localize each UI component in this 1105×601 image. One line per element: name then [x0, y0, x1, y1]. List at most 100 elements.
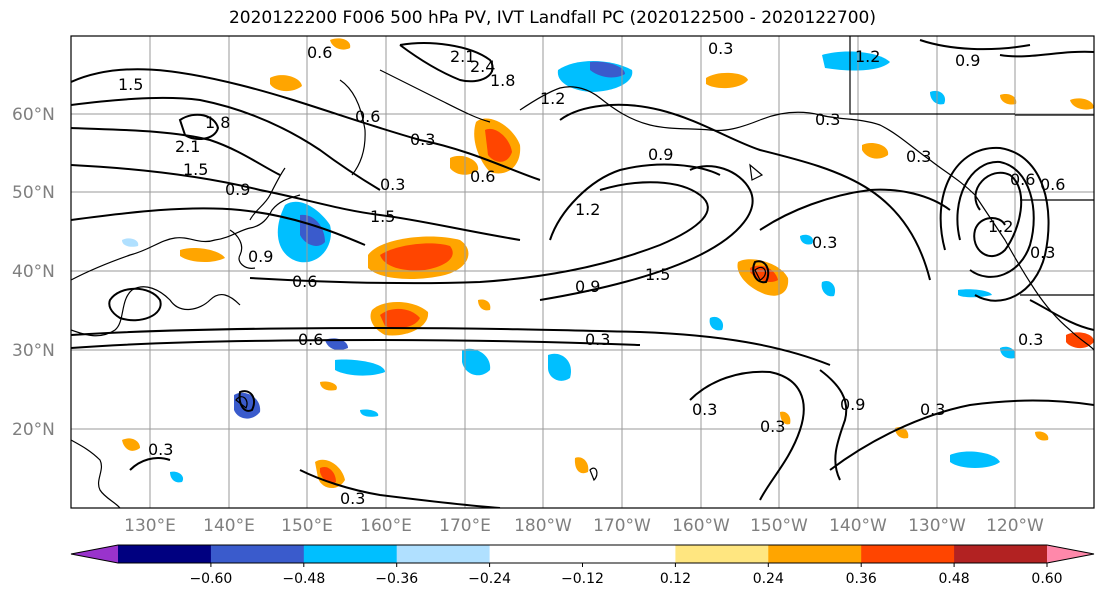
colorbar-bin [489, 545, 583, 563]
pos-anomaly-sm-8 [1070, 98, 1094, 110]
colorbar-tick-label: −0.48 [282, 571, 325, 587]
colorbar-under-extension [71, 545, 118, 563]
contour-label: 0.3 [1018, 330, 1043, 349]
neg-anomaly-subtropic-3 [548, 353, 571, 381]
contour-label: 1.5 [118, 75, 143, 94]
longitude-labels: 130°E 140°E 150°E 160°E 170°E 180°W 170°… [124, 516, 1044, 536]
contour-label: 0.3 [380, 175, 405, 194]
contour-label: 1.5 [645, 265, 670, 284]
contour-label: 0.9 [575, 277, 600, 296]
colorbar-ticks: −0.60 −0.48 −0.36 −0.24 −0.12 0.12 0.24 0.36 0.4… [189, 563, 1063, 587]
lon-label: 120°W [986, 516, 1044, 536]
latitude-labels: 60°N 50°N 40°N 30°N 20°N [12, 105, 55, 440]
pos-anomaly-north-core [485, 128, 512, 162]
lon-label: 160°W [672, 516, 730, 536]
pos-anomaly-sm-2 [1000, 94, 1017, 105]
neg-anomaly-small-7 [122, 238, 139, 247]
pos-anomaly-north-2 [450, 155, 479, 175]
lat-label: 40°N [12, 262, 55, 282]
contour-label: 0.9 [955, 51, 980, 70]
colorbar-bin [118, 545, 212, 563]
contour-label: 0.9 [225, 180, 250, 199]
pos-anomaly-ctr-core [380, 308, 420, 328]
pos-anomaly-sm-4 [1035, 431, 1049, 441]
contour-label: 1.2 [855, 47, 880, 66]
neg-anomaly-small-2 [709, 316, 724, 331]
colorbar-tick-label: 0.60 [1031, 571, 1062, 587]
contour-label: 1.8 [490, 71, 515, 90]
pv-contours [71, 39, 1094, 508]
colorbar-outline [70, 544, 1095, 564]
colorbar-bins [118, 545, 1048, 563]
contour-label: 1.5 [370, 207, 395, 226]
contour-label: 0.3 [708, 39, 733, 58]
neg-anomaly-small-1 [800, 234, 814, 245]
pos-anomaly-goa-core [750, 265, 778, 283]
contour-label: 0.3 [585, 330, 610, 349]
contour-label: 0.9 [248, 247, 273, 266]
pos-anomaly-bc [862, 143, 889, 159]
figure-title: 2020122200 F006 500 hPa PV, IVT Landfall… [228, 8, 876, 28]
lon-label: 130°E [124, 516, 176, 536]
pos-anomaly-kam [270, 75, 302, 92]
colorbar-over-extension [1047, 545, 1094, 563]
pos-anomaly-sm-6 [320, 381, 337, 391]
contour-label: 0.9 [840, 395, 865, 414]
contour-label: 1.2 [540, 89, 565, 108]
contour-label: 0.3 [815, 110, 840, 129]
colorbar-tick-label: 0.12 [660, 571, 691, 587]
contour-label: 0.6 [1010, 170, 1035, 189]
contour-label: 1.5 [183, 160, 208, 179]
colorbar-tick-label: 0.48 [939, 571, 970, 587]
contour-label: 0.6 [470, 167, 495, 186]
colorbar-bin [861, 545, 955, 563]
colorbar-bin [675, 545, 769, 563]
neg-anomaly-subtropic-5 [950, 451, 1000, 468]
pos-anomaly-sub-2 [122, 438, 140, 451]
colorbar-bin [582, 545, 676, 563]
colorbar-bin [303, 545, 398, 563]
colorbar-tick-label: −0.24 [468, 571, 511, 587]
colorbar-tick-label: −0.36 [375, 571, 418, 587]
contour-label: 0.6 [298, 330, 323, 349]
neg-anomaly-small-10 [360, 409, 379, 417]
contour-label: 0.6 [355, 107, 380, 126]
contour-label: 0.3 [340, 489, 365, 508]
contour-label: 0.3 [920, 400, 945, 419]
lon-label: 150°W [750, 516, 808, 536]
neg-anomaly-small-4 [958, 289, 992, 298]
lon-label: 140°E [203, 516, 255, 536]
lon-label: 170°E [439, 516, 491, 536]
pos-anomaly-sub-3 [574, 457, 589, 474]
contour-label: 1.8 [205, 113, 230, 132]
colorbar-bin [396, 545, 491, 563]
neg-anomaly-small-6 [930, 90, 946, 105]
lon-label: 130°W [908, 516, 966, 536]
contour-label: 0.6 [1040, 175, 1065, 194]
contour-label: 1.2 [575, 200, 600, 219]
lat-label: 20°N [12, 420, 55, 440]
contour-label: 0.3 [812, 233, 837, 252]
colorbar-tick-label: 0.36 [846, 571, 877, 587]
colorbar-tick-label: −0.12 [561, 571, 604, 587]
neg-anomaly-subtropic-2 [462, 348, 491, 376]
pos-anomaly-sub-1-core [320, 466, 336, 484]
contour-label: 0.3 [148, 440, 173, 459]
colorbar-bin [954, 545, 1048, 563]
pos-anomaly-sm-1 [180, 247, 225, 263]
contour-label: 2.1 [450, 47, 475, 66]
contour-label: 2.1 [175, 137, 200, 156]
contour-label: 0.6 [292, 272, 317, 291]
lon-label: 140°W [829, 516, 887, 536]
contour-label: 0.3 [760, 417, 785, 436]
contour-label: 0.9 [648, 145, 673, 164]
pos-anomaly-sm-7 [780, 411, 791, 425]
colorbar-bin [210, 545, 305, 563]
map-frame [70, 35, 1095, 509]
colorbar-tick-label: −0.60 [189, 571, 232, 587]
lon-label: 150°E [281, 516, 333, 536]
neg-anomaly-small-9 [325, 338, 348, 350]
lon-label: 170°W [593, 516, 651, 536]
neg-anomaly-bering-core [590, 61, 625, 78]
